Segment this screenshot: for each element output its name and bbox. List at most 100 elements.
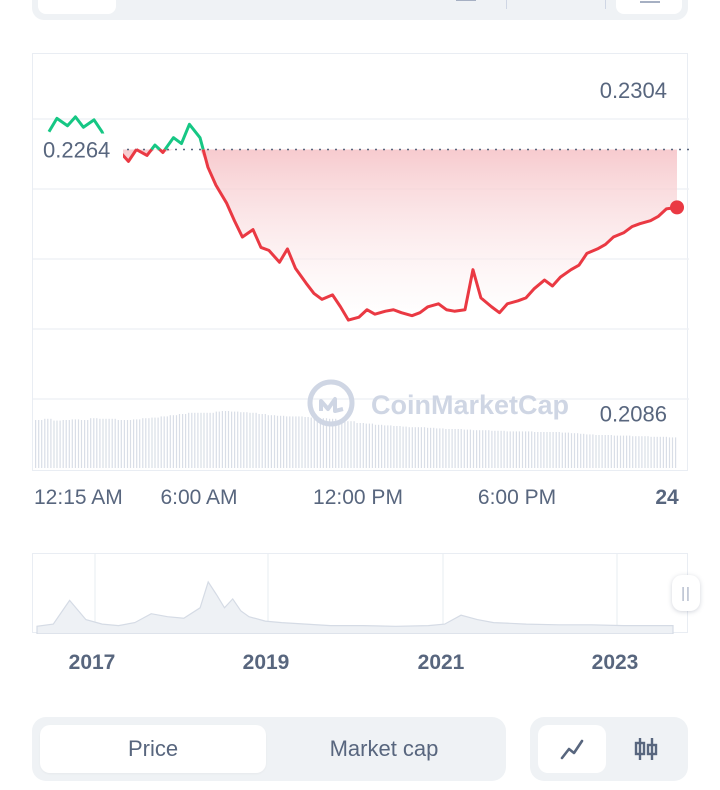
volume-bar [534,432,536,468]
volume-bar [650,436,652,468]
volume-bar [665,436,667,468]
volume-bar [126,420,129,468]
volume-bar [145,418,147,468]
market-cap-tab[interactable]: Market cap [329,736,439,761]
volume-bar [120,420,122,468]
volume-bar [408,427,410,468]
volume-bar [41,420,43,468]
volume-bar [224,411,227,468]
volume-bar [629,435,631,468]
volume-bar [114,418,116,468]
volume-bar [427,427,429,468]
volume-bar [378,424,380,468]
volume-bar [151,417,153,468]
volume-bar [329,418,331,468]
volume-bar [635,436,637,468]
grip-icon: || [681,584,691,602]
current-price-dot[interactable] [670,200,684,215]
volume-bar [258,414,260,468]
volume-bar [47,418,49,468]
volume-bar [133,419,135,468]
volume-bar [59,420,61,468]
volume-bar [601,435,603,468]
volume-bar [454,429,456,468]
volume-bar [515,431,517,468]
navigator-drag-handle[interactable]: || [672,575,700,611]
fullscreen-pill[interactable] [616,0,682,14]
volume-bar [399,426,401,468]
volume-bar [111,418,113,468]
x-tick-label: 12:15 AM [34,486,123,509]
volume-bar [558,432,560,468]
volume-bar [38,420,40,468]
volume-bar [203,412,205,468]
volume-bar [457,429,459,468]
volume-bar [96,418,98,468]
volume-bar [512,431,514,468]
volume-bar [129,420,132,468]
volume-bar [525,431,527,468]
candlestick-button[interactable] [612,725,680,773]
volume-bar [289,416,291,468]
volume-bar [276,415,279,468]
volume-bar [384,425,386,468]
volume-bar [154,417,156,468]
volume-bar [44,418,46,468]
volume-bar [218,411,220,468]
volume-bar [564,432,566,468]
volume-bar [531,431,533,468]
volume-bar [157,417,159,468]
volume-bar [589,434,591,468]
volume-bar [653,436,655,468]
x-tick-label-day: 24 [655,486,679,509]
volume-bar [619,435,622,468]
volume-bar [613,435,615,468]
reference-price-label: 0.2264 [43,138,110,163]
volume-bar [313,417,315,468]
volume-bar [583,433,585,468]
volume-bar [209,412,211,468]
volume-bar [264,414,266,468]
volume-bar [316,417,318,468]
volume-bar [580,433,582,468]
volume-bar [136,419,138,468]
volume-bar [647,436,649,468]
price-tab[interactable]: Price [40,725,266,773]
volume-bar [280,415,282,468]
toolbar-divider [605,0,606,9]
range-navigator[interactable] [32,553,688,635]
volume-bar [433,427,435,468]
volume-bar [301,416,303,468]
volume-bar [74,419,76,468]
line-chart-button[interactable] [538,725,606,773]
volume-bar [322,418,324,468]
volume-bar [353,421,355,468]
volume-bar [283,415,285,468]
volume-bar [448,429,450,468]
volume-bar [234,411,236,468]
volume-bar [304,417,306,468]
volume-bar [472,430,475,468]
volume-bar [451,429,453,468]
volume-bar [332,418,334,468]
volume-bar [543,432,545,468]
price-chart[interactable]: CoinMarketCap 0.2264 0.2304 0.2086 [33,54,689,472]
volume-bar [252,412,254,468]
volume-bar [105,418,107,468]
volume-bar [592,434,594,468]
year-axis: 2017 2019 2021 2023 [69,651,639,674]
volume-bar [295,416,297,468]
top-toolbar [32,0,688,20]
volume-bar [221,411,223,468]
volume-bar [77,419,80,468]
calendar-icon[interactable] [456,0,476,1]
volume-bar [662,436,664,468]
volume-bar [528,431,530,468]
volume-bar [362,423,364,468]
volume-bar [604,435,606,468]
timeframe-pill[interactable] [38,0,116,14]
volume-bar [338,420,340,468]
volume-bar [175,415,178,468]
volume-bar [659,436,661,468]
watermark: CoinMarketCap [307,379,569,427]
